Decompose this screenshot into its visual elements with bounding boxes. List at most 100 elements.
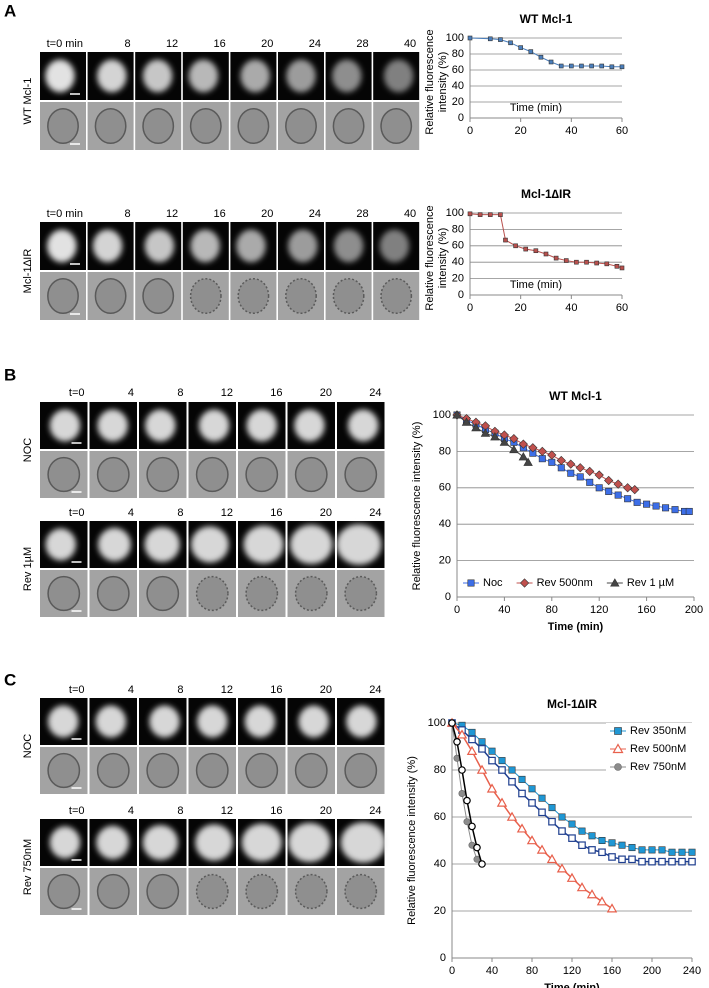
time-label: 8: [177, 387, 183, 399]
cell-outline: [245, 575, 279, 612]
cell-signal: [47, 229, 77, 263]
panel-letter: B: [4, 365, 16, 384]
time-label: 20: [320, 684, 332, 696]
data-point: [461, 417, 472, 426]
data-point: [533, 248, 539, 254]
cell-outline: [47, 575, 81, 612]
data-point: [568, 820, 576, 828]
data-point: [618, 855, 626, 864]
cell-signal: [288, 229, 318, 263]
time-label: t=0 min: [47, 208, 83, 220]
time-label: 28: [356, 38, 368, 50]
data-point: [604, 475, 614, 486]
legend-bg: [606, 759, 692, 775]
cell-signal: [290, 524, 333, 565]
data-line: [469, 37, 622, 68]
data-point: [488, 747, 496, 755]
data-point: [586, 478, 594, 486]
data-point: [538, 455, 546, 463]
cell-signal: [142, 825, 178, 860]
data-point: [576, 882, 588, 892]
data-point: [553, 255, 559, 261]
data-point: [578, 841, 586, 850]
data-point: [614, 491, 622, 499]
y-tick-label: 60: [439, 482, 451, 494]
cell-signal: [49, 826, 81, 859]
cell-signal: [346, 705, 377, 738]
row-label: WT Mcl-1: [22, 78, 34, 125]
data-point: [619, 265, 625, 271]
data-point: [606, 903, 618, 913]
cell-signal: [241, 823, 282, 862]
data-point: [574, 259, 579, 265]
time-label: 40: [404, 208, 416, 220]
cell-signal: [198, 409, 230, 442]
x-tick-label: 120: [563, 965, 581, 977]
legend-label: Rev 1 µM: [627, 577, 674, 589]
cell-outline: [332, 277, 365, 315]
cell-outline: [146, 575, 180, 612]
data-point: [618, 841, 626, 849]
data-point: [468, 735, 476, 744]
cell-signal: [144, 527, 180, 562]
data-point: [458, 789, 466, 797]
cell-signal: [333, 229, 364, 263]
data-point: [486, 783, 498, 793]
row-label: Rev 1µM: [22, 547, 34, 591]
cell-outline: [146, 752, 180, 789]
time-label: 24: [369, 684, 381, 696]
chart-title: Mcl-1∆IR: [521, 187, 571, 201]
data-point: [658, 846, 666, 854]
time-label: 24: [309, 38, 321, 50]
data-point: [638, 857, 646, 866]
cell-signal: [47, 705, 79, 738]
data-point: [548, 59, 554, 65]
cell-outline: [294, 456, 328, 493]
cell-signal: [294, 409, 325, 442]
data-point: [499, 437, 510, 446]
legend-label: Noc: [483, 577, 503, 589]
data-point: [487, 212, 493, 217]
time-label: 20: [320, 387, 332, 399]
x-tick-label: 80: [546, 604, 558, 616]
cell-outline: [294, 575, 328, 612]
cell-outline: [245, 752, 279, 789]
data-point: [643, 500, 651, 508]
data-point: [468, 728, 476, 736]
data-point: [586, 889, 598, 899]
cell-signal: [92, 229, 123, 263]
data-point: [568, 834, 576, 842]
cell-signal: [190, 229, 220, 263]
cell-signal: [96, 825, 130, 860]
time-label: 16: [214, 38, 226, 50]
y-tick-label: 60: [434, 811, 446, 823]
x-tick-label: 200: [643, 965, 661, 977]
data-point: [468, 822, 476, 831]
cell-signal: [145, 409, 176, 442]
data-point: [456, 729, 468, 739]
time-label: 24: [369, 805, 381, 817]
cell-signal: [97, 409, 128, 442]
time-label: 20: [261, 38, 273, 50]
cell-outline: [47, 873, 81, 910]
time-label: 12: [221, 805, 233, 817]
data-point: [538, 808, 546, 817]
time-label: 8: [177, 684, 183, 696]
cell-signal: [236, 229, 266, 263]
cell-outline: [96, 575, 130, 612]
data-point: [604, 261, 610, 267]
time-label: 24: [309, 208, 321, 220]
cell-outline: [344, 575, 378, 612]
time-label: 12: [166, 208, 178, 220]
data-point: [473, 843, 481, 852]
cell-signal: [383, 59, 414, 93]
data-point: [516, 823, 528, 833]
data-point: [476, 764, 488, 774]
data-point: [523, 457, 533, 466]
cell-signal: [191, 526, 229, 563]
time-label: t=0 min: [47, 38, 83, 50]
y-tick-label: 20: [439, 555, 451, 567]
data-point: [668, 848, 676, 856]
data-point: [556, 455, 566, 466]
